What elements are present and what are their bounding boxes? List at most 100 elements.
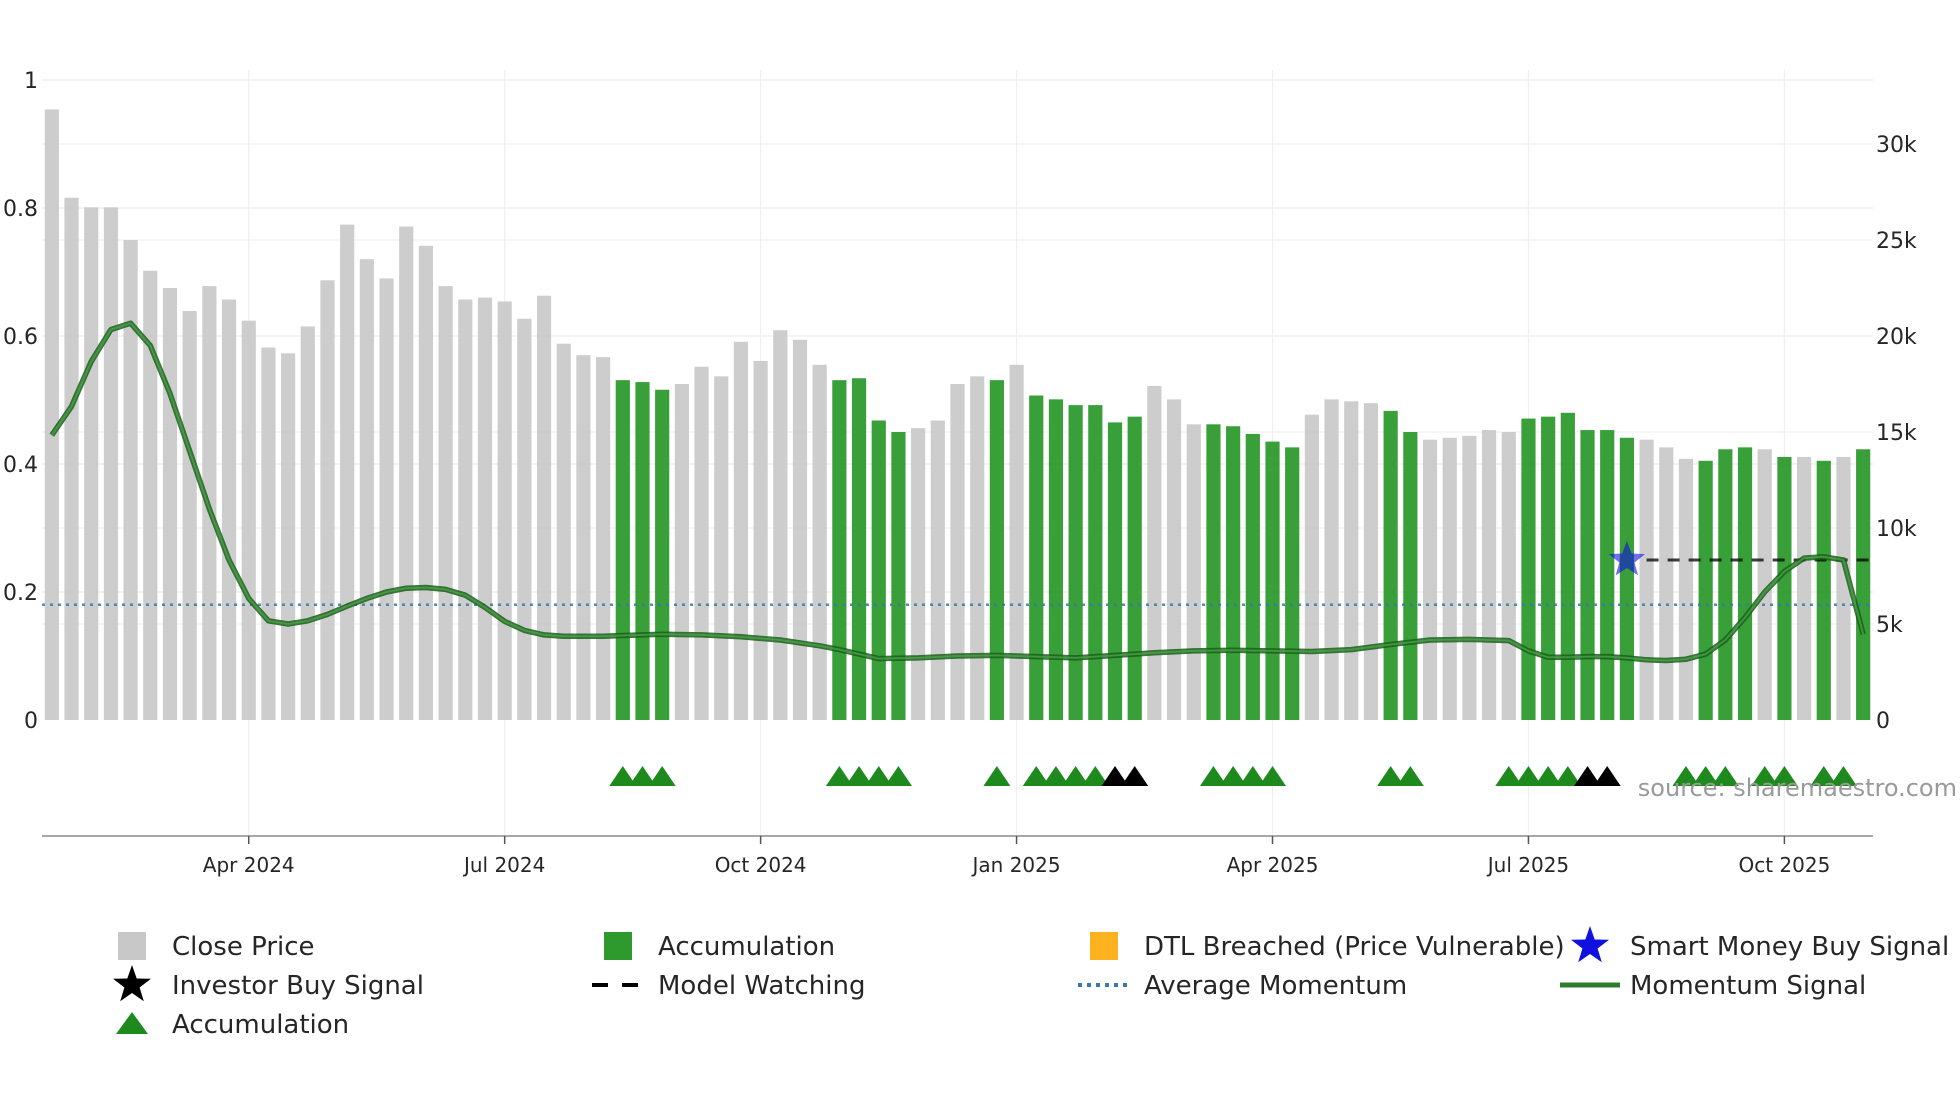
accumulation-bar	[1107, 422, 1123, 720]
legend-entry-avg: Average Momentum	[1078, 971, 1407, 1001]
close-price-bar	[1639, 439, 1654, 720]
accumulation-bar	[1048, 399, 1064, 720]
close-price-bar	[556, 343, 571, 720]
accumulation-bar	[1737, 447, 1753, 720]
close-price-bar	[1344, 401, 1359, 720]
close-price-bar	[221, 299, 237, 720]
legend-label: Accumulation	[172, 1010, 349, 1040]
legend-entry-close: Close Price	[118, 932, 315, 962]
accumulation-bar	[871, 420, 886, 720]
accumulation-marker	[1062, 766, 1090, 786]
source-label: source: sharemaestro.com	[1638, 774, 1957, 802]
investor-buy-marker	[1593, 766, 1621, 786]
signal-markers	[609, 766, 1857, 786]
close-price-bar	[1147, 385, 1162, 720]
legend-label: Investor Buy Signal	[172, 971, 424, 1001]
close-price-bar	[300, 326, 315, 720]
close-price-bar	[950, 384, 965, 720]
legend-close-swatch	[118, 932, 146, 960]
x-axis-tick-label: Jan 2025	[971, 853, 1061, 877]
accumulation-bar	[891, 432, 906, 720]
close-price-bar	[123, 240, 138, 720]
legend-entry-watching: Model Watching	[592, 971, 865, 1001]
close-price-bar	[1186, 424, 1201, 720]
close-price-bar	[773, 330, 788, 720]
accumulation-marker	[1829, 766, 1857, 786]
close-price-bar	[1304, 414, 1319, 720]
accumulation-bar	[1777, 456, 1792, 720]
legend-accumulation-triangle-icon	[116, 1012, 148, 1034]
accumulation-marker	[825, 766, 853, 786]
legend-label: Momentum Signal	[1630, 971, 1866, 1001]
left-axis-tick: 0.2	[3, 581, 38, 606]
close-price-bar	[1009, 364, 1024, 720]
legend-label: Close Price	[172, 932, 315, 962]
legend-dtl-swatch	[1090, 932, 1118, 960]
close-price-bar	[674, 384, 689, 720]
accumulation-marker	[1022, 766, 1050, 786]
accumulation-bar	[1383, 410, 1398, 720]
close-price-bar	[1797, 456, 1812, 720]
accumulation-marker	[1377, 766, 1405, 786]
legend-label: Model Watching	[658, 971, 865, 1001]
legend-entry-momentum: Momentum Signal	[1560, 971, 1866, 1001]
accumulation-marker	[609, 766, 637, 786]
close-price-bar	[694, 366, 709, 720]
legend-entry-accum_bar: Accumulation	[604, 932, 835, 962]
accumulation-bar	[1521, 418, 1536, 720]
close-price-bar	[1678, 458, 1694, 720]
close-price-bar	[753, 360, 768, 720]
right-axis-tick: 20k	[1876, 325, 1917, 350]
accumulation-bar	[1068, 405, 1083, 720]
x-axis-tick-label: Apr 2025	[1227, 853, 1319, 877]
close-price-bar	[103, 207, 118, 721]
accumulation-bar	[655, 389, 670, 720]
close-price-bar	[1659, 447, 1674, 720]
close-price-bar	[1501, 432, 1516, 720]
legend-entry-dtl: DTL Breached (Price Vulnerable)	[1090, 932, 1565, 962]
close-price-bar	[1442, 437, 1457, 720]
close-price-bar	[418, 245, 434, 720]
accumulation-bar	[1560, 412, 1575, 720]
right-axis-tick: 5k	[1876, 613, 1903, 638]
accumulation-bar	[1718, 449, 1733, 720]
accumulation-bar	[1127, 416, 1142, 720]
close-price-bar	[1481, 430, 1497, 720]
close-price-bar	[517, 318, 532, 720]
close-price-bar	[1836, 456, 1851, 720]
x-axis-tick-label: Oct 2025	[1738, 853, 1830, 877]
close-price-bar	[64, 197, 79, 720]
close-price-bar	[359, 259, 374, 720]
smart-money-star	[1608, 541, 1645, 576]
close-price-bar	[714, 376, 729, 720]
close-price-bar	[379, 278, 394, 720]
close-price-bar	[792, 339, 808, 720]
legend-label: Average Momentum	[1144, 971, 1407, 1001]
accumulation-bar	[851, 378, 867, 720]
legend-label: Accumulation	[658, 932, 835, 962]
close-price-bar	[182, 311, 197, 720]
legend-smart-star-icon	[1571, 926, 1609, 963]
accumulation-bar	[1816, 460, 1831, 720]
accumulation-bar	[1856, 449, 1871, 720]
close-price-bar	[911, 428, 926, 720]
close-price-bar	[477, 297, 493, 720]
accumulation-bar	[1206, 424, 1221, 720]
accumulation-bar	[832, 380, 847, 720]
close-price-bar	[281, 353, 296, 720]
x-axis-tick-label: Oct 2024	[715, 853, 807, 877]
accumulation-marker	[1711, 766, 1739, 786]
close-price-bar	[1422, 439, 1438, 720]
accumulation-bar	[1600, 430, 1615, 720]
accumulation-bar	[1245, 433, 1260, 720]
accumulation-bar	[1541, 416, 1556, 720]
accumulation-marker	[1514, 766, 1542, 786]
close-price-bar	[1324, 399, 1339, 720]
close-price-bar	[84, 207, 99, 721]
close-price-bar	[143, 270, 158, 720]
left-axis-tick: 0.8	[3, 197, 38, 222]
accumulation-bar	[1226, 426, 1241, 720]
legend-entry-smart: Smart Money Buy Signal	[1571, 926, 1949, 963]
accumulation-bar	[1403, 432, 1418, 720]
accumulation-marker	[884, 766, 912, 786]
